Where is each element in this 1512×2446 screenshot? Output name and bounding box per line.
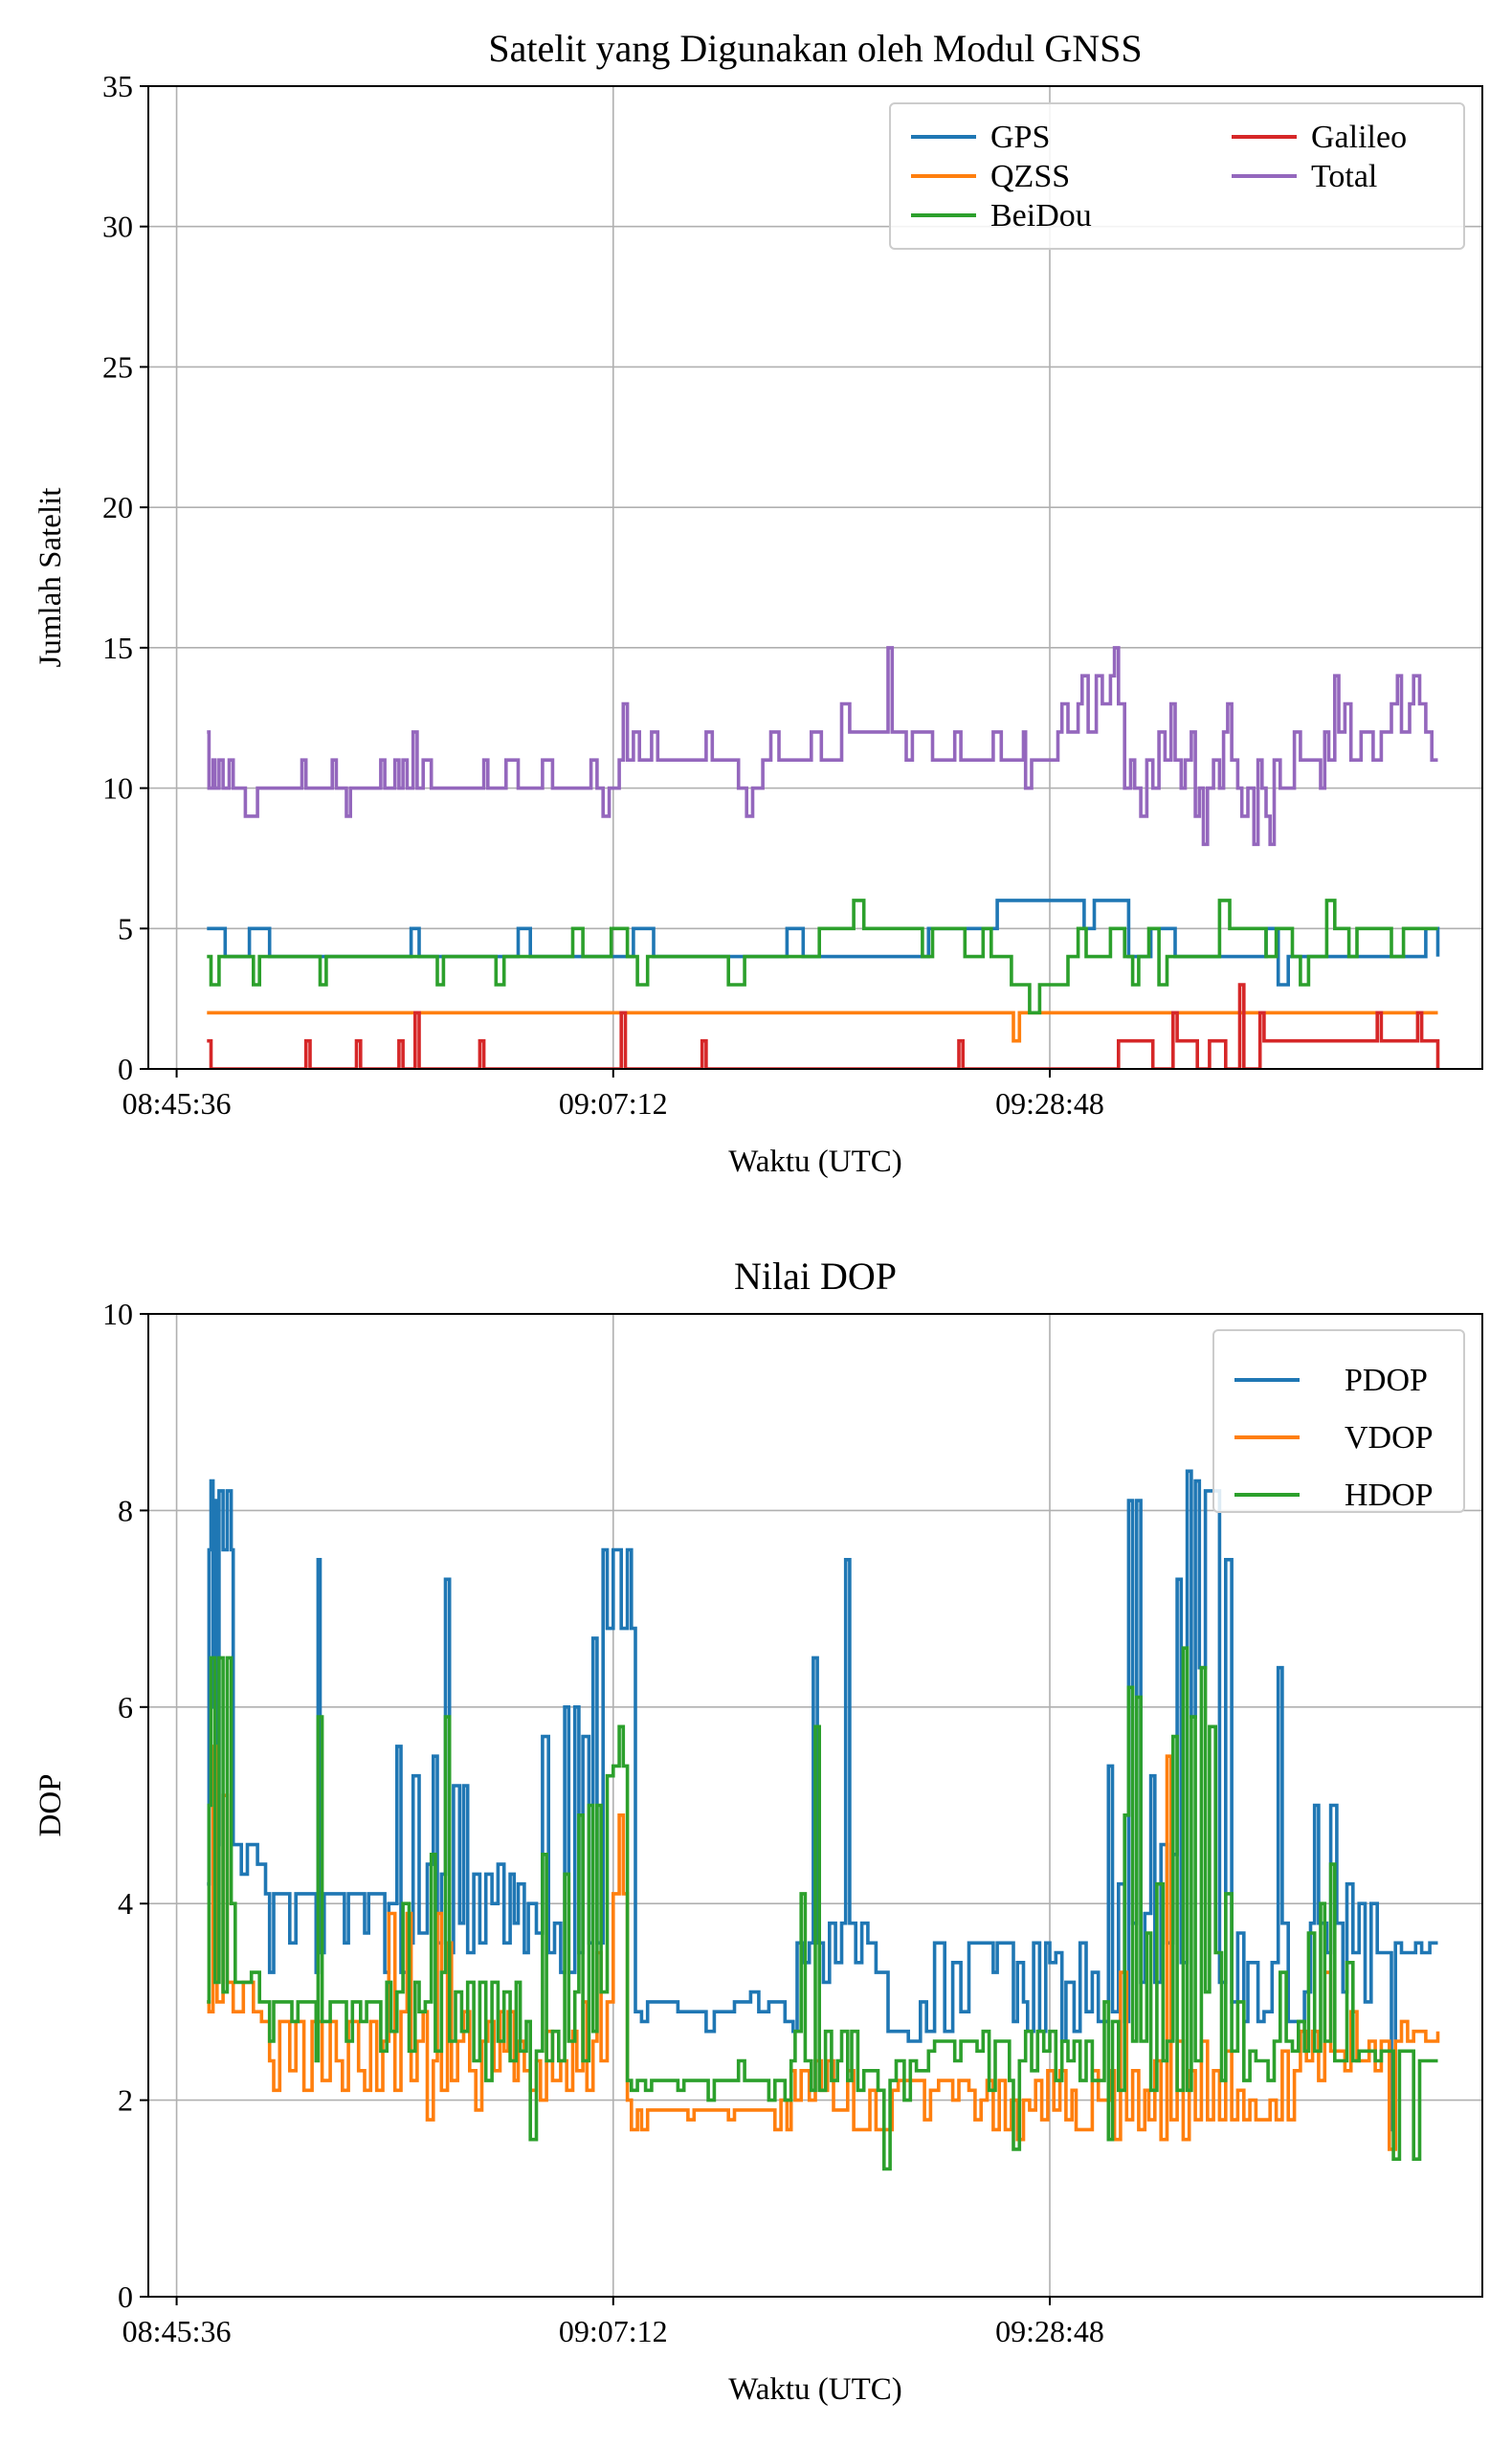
legend-label: Galileo	[1311, 120, 1407, 155]
legend-label: QZSS	[990, 159, 1070, 194]
series-line-hdop	[207, 1646, 1438, 2171]
series-line-vdop	[207, 1745, 1440, 2151]
legend-item-beidou: BeiDou	[911, 198, 1092, 233]
x-axis-label: Waktu (UTC)	[728, 2372, 902, 2407]
legend-label: VDOP	[1345, 1420, 1434, 1456]
x-axis: 08:45:36 09:07:12 09:28:48	[122, 2297, 1104, 2348]
legend: GPS QZSS BeiDou Galileo Total	[889, 102, 1465, 250]
y-tick-label: 0	[118, 2279, 133, 2314]
y-tick-label: 15	[102, 631, 133, 665]
legend: PDOP VDOP HDOP	[1212, 1329, 1465, 1513]
y-axis: 0 5 10 15 20 25 30 35	[102, 69, 148, 1086]
legend-item-hdop: HDOP	[1234, 1478, 1434, 1513]
legend-item-qzss: QZSS	[911, 159, 1070, 194]
y-tick-label: 5	[118, 911, 133, 945]
chart-title: Satelit yang Digunakan oleh Modul GNSS	[488, 27, 1142, 70]
series-line-beidou	[207, 899, 1438, 1015]
panel-satellites: 0 5 10 15 20 25 30 35 08:45:36 09:07:12 09:28:48 Sa…	[33, 27, 1483, 1179]
legend-label: BeiDou	[990, 198, 1092, 233]
x-axis-label: Waktu (UTC)	[728, 1145, 902, 1179]
legend-label: HDOP	[1345, 1478, 1434, 1513]
chart-title: Nilai DOP	[734, 1255, 897, 1298]
series-lines	[207, 646, 1440, 1069]
series-line-gps	[207, 899, 1440, 987]
series-line-pdop	[207, 1469, 1438, 2132]
y-tick-label: 0	[118, 1052, 133, 1086]
legend-item-total: Total	[1232, 159, 1377, 194]
series-line-galileo	[207, 983, 1440, 1069]
y-tick-label: 10	[102, 771, 133, 806]
y-tick-label: 10	[102, 1297, 133, 1331]
legend-box	[889, 102, 1465, 250]
panel-dop: 0 2 4 6 8 10 08:45:36 09:07:12 09:28:48 Nilai DOP…	[33, 1255, 1483, 2407]
legend-box	[1212, 1329, 1465, 1513]
x-tick-label: 08:45:36	[122, 1086, 232, 1121]
y-tick-label: 20	[102, 490, 133, 524]
plot-frame	[147, 1313, 1483, 2298]
legend-label: GPS	[990, 120, 1050, 155]
y-tick-label: 30	[102, 210, 133, 244]
y-tick-label: 4	[118, 1886, 133, 1921]
y-tick-label: 6	[118, 1690, 133, 1724]
y-tick-label: 2	[118, 2083, 133, 2118]
x-tick-label: 09:28:48	[995, 2314, 1104, 2348]
series-line-qzss	[207, 1011, 1438, 1043]
series-lines	[207, 1469, 1440, 2171]
y-tick-label: 8	[118, 1493, 133, 1527]
legend-label: PDOP	[1345, 1363, 1428, 1398]
x-axis: 08:45:36 09:07:12 09:28:48	[122, 1069, 1104, 1121]
y-tick-label: 35	[102, 69, 133, 103]
legend-item-galileo: Galileo	[1232, 120, 1407, 155]
plot-frame	[147, 85, 1483, 1070]
legend-item-gps: GPS	[911, 120, 1050, 155]
x-tick-label: 09:07:12	[559, 2314, 668, 2348]
series-line-total	[207, 646, 1438, 847]
x-tick-label: 09:28:48	[995, 1086, 1104, 1121]
x-tick-label: 09:07:12	[559, 1086, 668, 1121]
legend-item-vdop: VDOP	[1234, 1420, 1434, 1456]
y-axis-label: Jumlah Satelit	[33, 488, 68, 668]
y-axis-label: DOP	[33, 1773, 68, 1836]
legend-label: Total	[1311, 159, 1377, 194]
legend-item-pdop: PDOP	[1234, 1363, 1428, 1398]
y-tick-label: 25	[102, 349, 133, 384]
x-tick-label: 08:45:36	[122, 2314, 232, 2348]
y-axis: 0 2 4 6 8 10	[102, 1297, 148, 2314]
